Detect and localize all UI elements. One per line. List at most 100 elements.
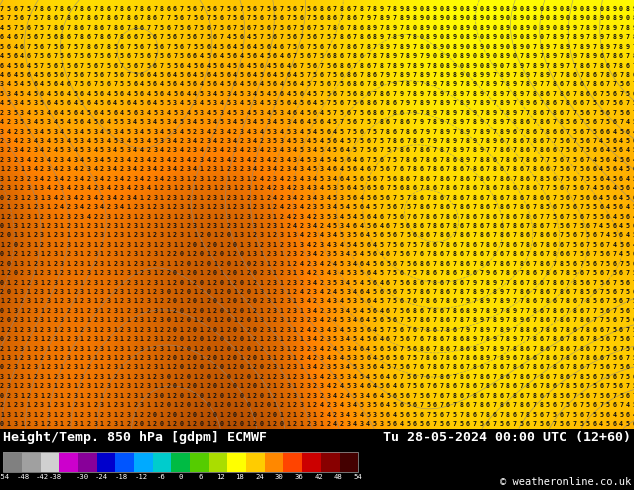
Text: 9: 9 [493, 6, 496, 12]
Text: 7: 7 [299, 34, 304, 40]
Text: 3: 3 [299, 167, 304, 172]
Text: 8: 8 [353, 53, 357, 59]
Text: 7: 7 [13, 25, 17, 31]
Text: 0: 0 [200, 308, 204, 314]
Text: 5: 5 [626, 374, 630, 380]
Text: 3: 3 [287, 119, 290, 125]
Bar [96, 452, 115, 471]
Text: 5: 5 [113, 44, 117, 49]
Text: 6: 6 [553, 355, 557, 361]
Text: 1: 1 [20, 195, 24, 200]
Text: 8: 8 [80, 6, 84, 12]
Text: 2: 2 [266, 308, 270, 314]
Text: 1: 1 [180, 195, 184, 200]
Text: 5: 5 [340, 261, 344, 267]
Text: 0: 0 [207, 345, 210, 351]
Text: 0: 0 [446, 16, 450, 22]
Text: 7: 7 [586, 129, 590, 135]
Text: 2: 2 [34, 345, 37, 351]
Text: 1: 1 [27, 318, 30, 323]
Text: 5: 5 [299, 72, 304, 78]
Text: 7: 7 [506, 167, 510, 172]
Text: 7: 7 [359, 119, 363, 125]
Text: 2: 2 [100, 298, 104, 304]
Text: 1: 1 [86, 289, 91, 295]
Text: 2: 2 [166, 412, 171, 417]
Text: 5: 5 [386, 232, 390, 238]
Text: 1: 1 [74, 298, 77, 304]
Text: 7: 7 [366, 53, 370, 59]
Text: 0: 0 [180, 251, 184, 257]
Text: 4: 4 [40, 176, 44, 182]
Text: 5: 5 [47, 63, 51, 69]
Text: 1: 1 [146, 261, 150, 267]
Text: 4: 4 [633, 242, 634, 248]
Text: 7: 7 [373, 91, 377, 97]
Text: 7: 7 [20, 6, 24, 12]
Text: 2: 2 [153, 421, 157, 427]
Text: 4: 4 [346, 336, 350, 342]
Text: 4: 4 [293, 72, 297, 78]
Text: 6: 6 [426, 393, 430, 399]
Text: 2: 2 [53, 204, 57, 210]
Text: 4: 4 [34, 72, 37, 78]
Text: 4: 4 [27, 157, 30, 163]
Text: 6: 6 [0, 34, 4, 40]
Text: 3: 3 [67, 412, 70, 417]
Text: 6: 6 [287, 25, 290, 31]
Text: 7: 7 [233, 25, 237, 31]
Text: 3: 3 [80, 138, 84, 144]
Text: 5: 5 [246, 100, 250, 106]
Text: 5: 5 [226, 81, 230, 87]
Text: 1: 1 [200, 355, 204, 361]
Text: 8: 8 [439, 25, 443, 31]
Text: 7: 7 [406, 63, 410, 69]
Text: 4: 4 [373, 242, 377, 248]
Text: 3: 3 [60, 345, 64, 351]
Text: 5: 5 [606, 223, 610, 229]
Text: 7: 7 [393, 336, 397, 342]
Text: 5: 5 [399, 251, 403, 257]
Text: 6: 6 [373, 365, 377, 370]
Text: 1: 1 [40, 393, 44, 399]
Text: 6: 6 [479, 223, 483, 229]
Text: 8: 8 [473, 251, 477, 257]
Text: 8: 8 [359, 63, 363, 69]
Text: 6: 6 [566, 421, 570, 427]
Text: 3: 3 [327, 204, 330, 210]
Text: 8: 8 [486, 63, 490, 69]
Text: 1: 1 [260, 251, 264, 257]
Text: 5: 5 [213, 63, 217, 69]
Text: 2: 2 [80, 298, 84, 304]
Text: 5: 5 [533, 412, 536, 417]
Text: 5: 5 [606, 374, 610, 380]
Text: 3: 3 [166, 167, 171, 172]
Text: 4: 4 [353, 345, 357, 351]
Text: 5: 5 [546, 402, 550, 408]
Text: 8: 8 [466, 6, 470, 12]
Text: 7: 7 [139, 34, 144, 40]
Text: 1: 1 [34, 327, 37, 333]
Text: 8: 8 [519, 232, 523, 238]
Text: 5: 5 [293, 44, 297, 49]
Text: 6: 6 [253, 81, 257, 87]
Text: 4: 4 [327, 355, 330, 361]
Text: 2: 2 [107, 204, 110, 210]
Text: 7: 7 [359, 72, 363, 78]
Text: 2: 2 [160, 327, 164, 333]
Text: 9: 9 [566, 25, 570, 31]
Text: 9: 9 [512, 110, 517, 116]
Text: 1: 1 [146, 345, 150, 351]
Text: 1: 1 [34, 214, 37, 220]
Text: 8: 8 [526, 214, 530, 220]
Text: 7: 7 [539, 214, 543, 220]
Text: 7: 7 [506, 223, 510, 229]
Text: 5: 5 [359, 402, 363, 408]
Text: 5: 5 [612, 100, 616, 106]
Text: 5: 5 [333, 251, 337, 257]
Text: 4: 4 [233, 72, 237, 78]
Text: 7: 7 [107, 72, 110, 78]
Text: 0: 0 [200, 421, 204, 427]
Text: 9: 9 [579, 34, 583, 40]
Text: 7: 7 [493, 355, 496, 361]
